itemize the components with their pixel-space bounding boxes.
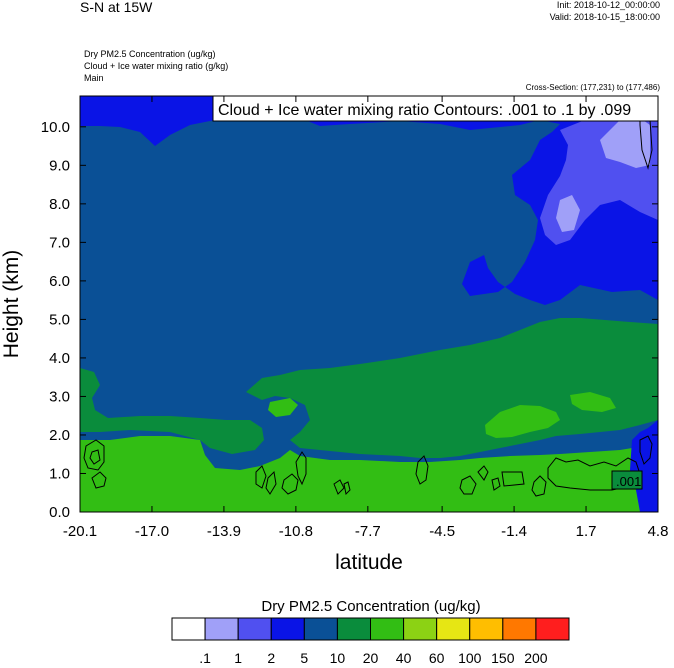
x-tick-label: -10.8: [279, 523, 313, 540]
field-label-cloud: Cloud + Ice water mixing ratio (g/kg): [84, 61, 229, 71]
contour-info-box: Cloud + Ice water mixing ratio Contours:…: [212, 95, 659, 122]
cloud-contour: [501, 471, 525, 487]
x-tick-label: 1.7: [576, 523, 597, 540]
pm25-field: [80, 96, 658, 512]
pm25-20-40-region: [485, 405, 560, 438]
valid-time: Valid: 2018-10-15_18:00:00: [549, 12, 660, 22]
cloud-contour: [333, 479, 345, 495]
colorbar-swatch: [171, 617, 206, 641]
contour-label-text: .001: [616, 474, 641, 489]
y-axis-title: Height (km): [0, 250, 23, 359]
x-tick-label: -4.5: [429, 523, 455, 540]
y-tick-label: 2.0: [49, 427, 70, 444]
x-tick-label: -13.9: [207, 523, 241, 540]
contour-info-text: Cloud + Ice water mixing ratio Contours:…: [218, 102, 631, 119]
y-tick-label: 5.0: [49, 311, 70, 328]
cloud-contour: [83, 439, 105, 471]
contour-label: .001: [611, 470, 643, 490]
init-time: Init: 2018-10-12_00:00:00: [556, 0, 660, 10]
plot-title: S-N at 15W: [80, 0, 153, 15]
x-tick-label: -1.4: [501, 523, 527, 540]
cloud-contour: [477, 465, 489, 481]
colorbar: .1 1 2 5 10 20 40 60 100 150 200: [171, 617, 570, 666]
cloud-contour: [459, 475, 477, 495]
cloud-contour: [91, 471, 107, 489]
x-tick-label: 4.8: [648, 523, 669, 540]
cloud-contour: [265, 470, 277, 495]
colorbar-swatch: [204, 617, 239, 641]
pm25-20-40-region: [570, 392, 616, 412]
x-axis: -20.1 -17.0 -13.9 -10.8 -7.7 -4.5 -1.4 1.7 4.8: [63, 96, 669, 540]
pm25-0.1-1-region: [556, 195, 580, 232]
colorbar-label: .1: [199, 650, 211, 666]
cloud-contour: [295, 451, 307, 486]
colorbar-label: 150: [491, 650, 515, 666]
contour-label-box: [611, 470, 643, 490]
cloud-contour: [255, 465, 267, 489]
cloud-contour: [531, 475, 547, 497]
pm25-0.1-1-region: [600, 118, 650, 168]
colorbar-swatch: [535, 617, 570, 641]
y-tick-label: 10.0: [41, 119, 70, 136]
colorbar-swatch: [370, 617, 405, 641]
y-axis: 0.0 1.0 2.0 3.0 4.0 5.0 6.0 7.0 8.0 9.0 10.0: [41, 119, 658, 521]
y-tick-label: 8.0: [49, 196, 70, 213]
field-label-pm25: Dry PM2.5 Concentration (ug/kg): [84, 49, 216, 59]
colorbar-label: 200: [524, 650, 548, 666]
x-tick-label: -20.1: [63, 523, 97, 540]
y-tick-label: 6.0: [49, 273, 70, 290]
cloud-contour: [547, 457, 641, 491]
pm25-20-40-region: [80, 436, 658, 512]
colorbar-swatch: [303, 617, 338, 641]
colorbar-label: 5: [300, 650, 308, 666]
y-tick-label: 4.0: [49, 350, 70, 367]
cloud-contour: [639, 435, 653, 465]
y-tick-label: 3.0: [49, 388, 70, 405]
colorbar-label: 2: [267, 650, 275, 666]
x-axis-title: latitude: [335, 551, 403, 574]
colorbar-swatch: [469, 617, 504, 641]
colorbar-swatch: [336, 617, 371, 641]
x-tick-label: -7.7: [355, 523, 381, 540]
cloud-contour: [281, 473, 299, 495]
x-tick-label: -17.0: [135, 523, 169, 540]
y-tick-label: 9.0: [49, 157, 70, 174]
colorbar-title: Dry PM2.5 Concentration (ug/kg): [261, 598, 480, 615]
cloud-contour: [491, 477, 501, 491]
contour-info-background: [212, 95, 659, 122]
cloud-contour: [415, 455, 429, 485]
colorbar-label: 60: [429, 650, 445, 666]
cross-section-label: Cross-Section: (177,231) to (177,486): [525, 83, 660, 92]
colorbar-swatch: [502, 617, 537, 641]
y-tick-label: 1.0: [49, 465, 70, 482]
colorbar-label: 40: [396, 650, 412, 666]
pm25-20-40-region: [268, 398, 298, 417]
colorbar-swatch: [270, 617, 305, 641]
colorbar-label: 1: [234, 650, 242, 666]
y-tick-label: 7.0: [49, 234, 70, 251]
colorbar-swatch: [237, 617, 272, 641]
colorbar-swatch: [436, 617, 471, 641]
y-tick-label: 0.0: [49, 504, 70, 521]
cloud-contours: [83, 99, 653, 497]
colorbar-label: 20: [363, 650, 379, 666]
colorbar-label: 100: [458, 650, 482, 666]
colorbar-label: 10: [330, 650, 346, 666]
field-label-main: Main: [84, 73, 104, 83]
colorbar-swatch: [403, 617, 438, 641]
cloud-contour: [89, 449, 101, 465]
cloud-contour: [343, 481, 351, 496]
